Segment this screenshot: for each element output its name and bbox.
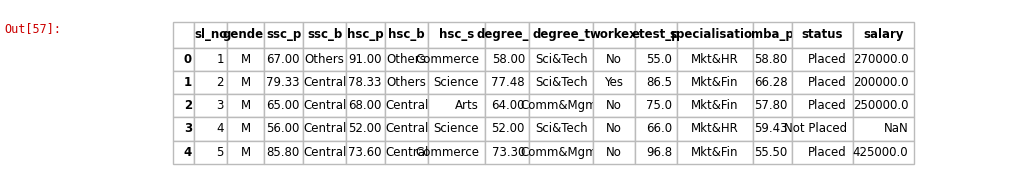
- Text: Out[57]:: Out[57]:: [4, 22, 61, 35]
